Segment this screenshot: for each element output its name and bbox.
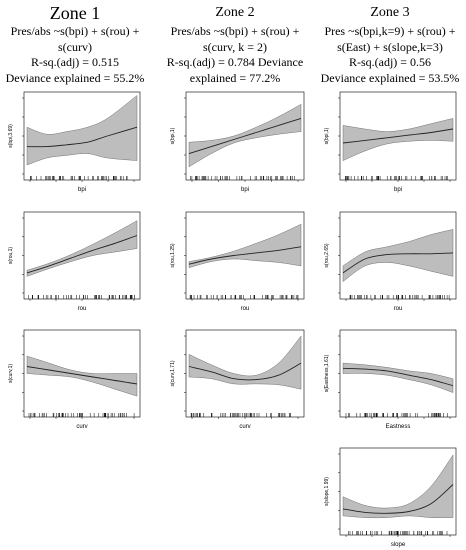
y-axis-label: s(slope,1.99) [324, 477, 330, 506]
rug-marks [345, 176, 448, 180]
x-axis-label: rou [78, 306, 87, 312]
rug-marks [189, 295, 299, 299]
y-axis-label: s(Eastness,1.61) [324, 354, 330, 392]
confidence-band [342, 362, 454, 393]
zone2-formula-line2: s(curv, k = 2) [203, 39, 267, 54]
rug-marks [190, 413, 291, 417]
axis-ticks [22, 97, 135, 182]
confidence-band [188, 223, 302, 268]
axis-ticks [184, 217, 299, 301]
x-axis-label: rou [241, 306, 250, 312]
y-axis-label: s(rou,2.65) [324, 243, 330, 268]
y-axis-label: s(bpi,3.69) [8, 124, 14, 148]
smooth-fit-line [188, 362, 302, 381]
axis-ticks [338, 453, 451, 537]
zone1-deviance: Deviance explained = 55.2% [5, 70, 145, 85]
rug-marks [28, 295, 135, 299]
zone3-header: Zone 3 Pres ~s(bpi,k=9) + s(rou) + s(Eas… [314, 2, 466, 86]
axis-ticks [338, 217, 451, 301]
zone2-rsq: R-sq.(adj) = 0.784 Deviance [166, 55, 304, 69]
panel-rou-6: rou s(rou,2.65) [324, 211, 457, 312]
confidence-band [26, 95, 138, 166]
x-axis-label: bpi [241, 187, 249, 193]
rug-marks [349, 295, 450, 299]
panel-rou-5: rou s(rou,1.25) [170, 211, 305, 312]
y-axis-label: s(bpi,1) [170, 127, 176, 144]
axis-ticks [22, 217, 135, 301]
zone1-formula-line1: Pres/abs ~s(bpi) + s(rou) + [10, 24, 140, 38]
x-axis-label: curv [76, 424, 87, 430]
y-axis-label: s(curv,1) [8, 364, 14, 383]
rug-marks [190, 176, 295, 180]
axis-ticks [338, 335, 451, 419]
zone3-rsq: R-sq.(adj) = 0.56 [348, 55, 432, 69]
y-axis-label: s(rou,1) [8, 247, 14, 265]
zone2-header: Zone 2 Pres/abs ~s(bpi) + s(rou) + s(cur… [160, 2, 310, 86]
confidence-band [188, 335, 302, 390]
confidence-band [26, 355, 138, 397]
smooth-fit-line [342, 367, 454, 387]
x-axis-label: slope [391, 542, 406, 548]
rug-marks [28, 413, 135, 417]
confidence-band [342, 118, 454, 161]
confidence-band [342, 229, 454, 282]
panel-curv-8: curv s(curv,1.71) [170, 329, 305, 430]
confidence-band [26, 220, 138, 277]
panel-slope-10: slope s(slope,1.99) [324, 447, 457, 548]
axis-ticks [22, 335, 135, 419]
zone3-formula-line2: s(East) + s(slope,k=3) [337, 39, 443, 54]
y-axis-label: s(curv,1.71) [170, 360, 176, 386]
x-axis-label: rou [394, 306, 403, 312]
smooth-fit-line [188, 117, 302, 155]
smooth-fit-line [342, 484, 454, 514]
smooth-fit-line [26, 126, 138, 148]
rug-marks [30, 176, 128, 180]
zone2-title: Zone 2 [215, 5, 255, 20]
axis-ticks [184, 335, 299, 419]
rug-marks [348, 531, 448, 535]
confidence-band [342, 454, 454, 519]
smooth-fit-line [26, 235, 138, 274]
smooth-fit-line [26, 366, 138, 385]
panel-Eastness-9: Eastness s(Eastness,1.61) [324, 329, 457, 430]
smooth-fit-line [188, 246, 302, 265]
panel-bpi-2: bpi s(bpi,1) [170, 91, 305, 193]
x-axis-label: Eastness [386, 424, 411, 430]
zone3-formula-line1: Pres ~s(bpi,k=9) + s(rou) + [324, 24, 456, 38]
zone2-formula-line1: Pres/abs ~s(bpi) + s(rou) + [170, 24, 300, 38]
zone1-title: Zone 1 [49, 3, 101, 23]
zone1-header: Zone 1 Pres/abs ~s(bpi) + s(rou) + s(cur… [0, 2, 150, 86]
x-axis-label: bpi [394, 187, 402, 193]
rug-marks [345, 413, 448, 417]
panel-rou-4: rou s(rou,1) [8, 211, 141, 312]
zone3-deviance: Deviance explained = 53.5% [320, 70, 460, 85]
x-axis-label: curv [239, 424, 250, 430]
zone2-deviance: explained = 77.2% [189, 70, 281, 85]
x-axis-label: bpi [78, 187, 86, 193]
smooth-fit-line [342, 252, 454, 274]
axis-ticks [184, 97, 299, 182]
y-axis-label: s(rou,1.25) [170, 243, 176, 268]
panel-bpi-3: bpi s(bpi,1) [324, 91, 457, 193]
zone1-rsq: R-sq.(adj) = 0.515 [30, 55, 120, 69]
panel-bpi-1: bpi s(bpi,3.69) [8, 91, 141, 193]
zone3-title: Zone 3 [370, 5, 410, 20]
y-axis-label: s(bpi,1) [324, 127, 330, 144]
axis-ticks [338, 97, 451, 182]
panel-curv-7: curv s(curv,1) [8, 329, 141, 430]
zone1-formula-line2: s(curv) [58, 39, 92, 54]
smooth-fit-line [342, 128, 454, 144]
